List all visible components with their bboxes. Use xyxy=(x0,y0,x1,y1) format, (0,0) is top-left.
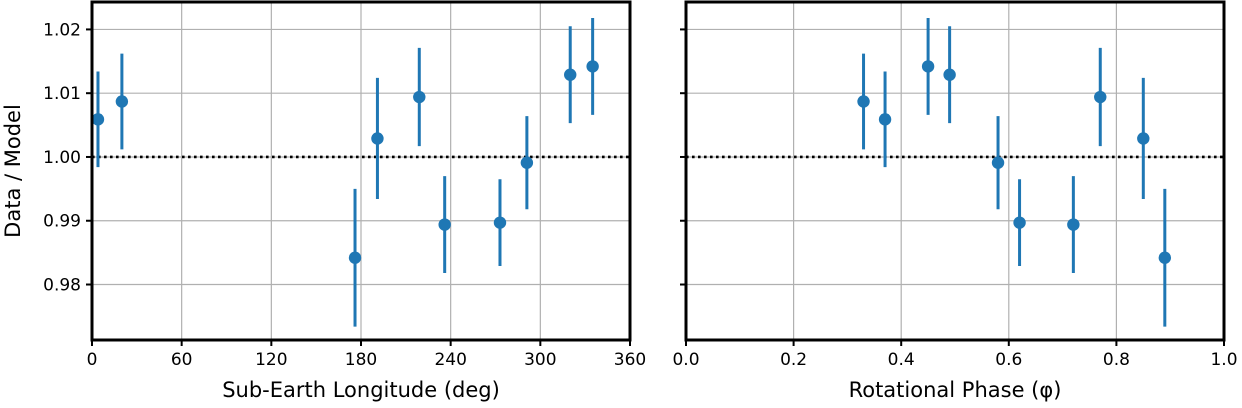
y-tick-labels: 0.98 0.99 1.00 1.01 1.02 xyxy=(43,20,81,295)
error-bars xyxy=(96,17,595,327)
x-tick-label: 0.8 xyxy=(1103,350,1130,370)
data-point xyxy=(348,251,362,264)
data-point xyxy=(991,156,1005,169)
x-axis-label: Sub-Earth Longitude (deg) xyxy=(222,378,500,402)
data-point xyxy=(878,113,892,126)
data-point xyxy=(493,216,507,229)
data-point xyxy=(520,156,534,169)
data-point xyxy=(586,60,599,73)
error-bars xyxy=(862,17,1167,327)
longitude-panel: 0 60 120 180 240 300 360 0.980.991.001.011.02 … xyxy=(1,0,647,402)
x-tick-label: 300 xyxy=(524,350,556,370)
x-tick-label: 120 xyxy=(255,350,287,370)
x-tick-label: 60 xyxy=(171,350,193,370)
x-tick-label: 0.0 xyxy=(672,350,699,370)
data-point xyxy=(564,68,577,81)
data-point xyxy=(1067,218,1080,231)
x-tick-labels: 0.0 0.2 0.4 0.6 0.8 1.0 xyxy=(672,350,1237,370)
data-point xyxy=(943,68,956,81)
x-axis-label: Rotational Phase (φ) xyxy=(849,378,1062,402)
y-tick-label: 1.01 xyxy=(43,84,81,104)
data-point xyxy=(438,218,451,231)
data-point xyxy=(413,90,426,104)
plot-frame xyxy=(684,0,1226,342)
data-point xyxy=(115,95,129,108)
grid-lines xyxy=(91,2,631,340)
x-tick-label: 1.0 xyxy=(1210,350,1237,370)
y-tick-label: 0.99 xyxy=(43,212,81,232)
data-point xyxy=(1137,132,1150,145)
data-point xyxy=(371,132,384,145)
data-point xyxy=(921,60,935,73)
y-tick-label: 1.00 xyxy=(43,148,81,168)
x-tick-label: 360 xyxy=(614,350,646,370)
x-tick-label: 180 xyxy=(345,350,377,370)
data-point xyxy=(1094,90,1107,104)
tick-marks xyxy=(86,28,631,346)
tick-marks xyxy=(680,28,1225,346)
x-tick-label: 0 xyxy=(87,350,98,370)
x-tick-label: 0.2 xyxy=(780,350,807,370)
y-tick-label: 0.98 xyxy=(43,276,81,296)
y-axis-label: Data / Model xyxy=(1,104,25,238)
data-point xyxy=(91,113,105,126)
x-tick-label: 0.6 xyxy=(995,350,1022,370)
phase-panel: 0.0 0.2 0.4 0.6 0.8 1.0 Rotational Phase (φ) xyxy=(672,0,1238,402)
x-tick-labels: 0 60 120 180 240 300 360 xyxy=(87,350,647,370)
x-tick-label: 240 xyxy=(434,350,466,370)
data-points xyxy=(91,60,599,264)
x-tick-label: 0.4 xyxy=(888,350,915,370)
data-point xyxy=(1013,216,1026,229)
data-point xyxy=(1158,251,1172,264)
data-points xyxy=(857,60,1172,264)
data-point xyxy=(857,95,870,108)
y-tick-label: 1.02 xyxy=(43,20,81,40)
